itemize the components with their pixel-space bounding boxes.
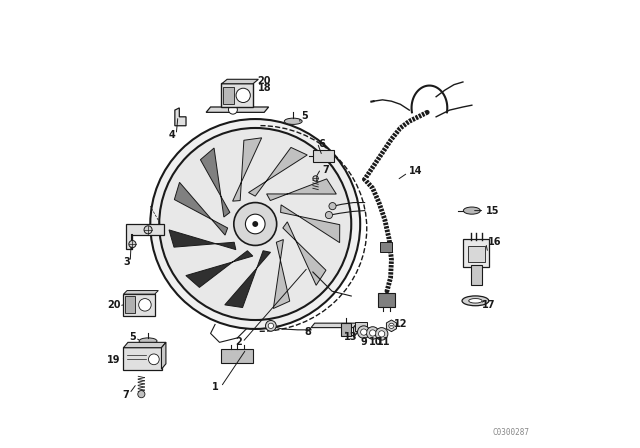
Text: 10: 10 [369,337,382,347]
FancyBboxPatch shape [221,349,253,363]
Circle shape [139,298,151,311]
Text: 5: 5 [129,332,136,341]
Circle shape [129,241,136,248]
Circle shape [361,329,367,335]
Text: C0300287: C0300287 [493,428,530,438]
Circle shape [144,226,152,234]
Polygon shape [311,323,357,327]
Circle shape [228,105,237,114]
FancyBboxPatch shape [355,322,367,331]
FancyBboxPatch shape [123,294,156,316]
Circle shape [148,354,159,365]
Text: 19: 19 [108,355,121,365]
Text: 7: 7 [323,164,330,175]
FancyBboxPatch shape [313,150,334,162]
Text: 7: 7 [123,390,129,400]
FancyBboxPatch shape [221,83,253,108]
FancyBboxPatch shape [123,347,162,370]
Circle shape [376,327,388,340]
Circle shape [389,323,394,328]
Polygon shape [186,251,253,288]
Text: 1: 1 [212,382,219,392]
Circle shape [313,176,318,181]
Circle shape [159,128,351,320]
Text: 18: 18 [257,83,271,93]
Circle shape [358,326,370,338]
Text: 6: 6 [319,138,325,149]
Polygon shape [248,147,307,196]
Text: 13: 13 [344,332,358,341]
Polygon shape [221,79,259,84]
Polygon shape [124,342,166,348]
Circle shape [325,211,333,219]
Polygon shape [273,240,290,309]
Circle shape [378,331,385,337]
Ellipse shape [462,296,489,306]
Ellipse shape [463,207,481,214]
Text: 15: 15 [486,206,500,215]
Text: 9: 9 [360,337,367,347]
FancyBboxPatch shape [463,239,489,267]
Text: 14: 14 [410,166,423,177]
Polygon shape [200,148,230,217]
Ellipse shape [284,118,302,125]
Text: 2: 2 [235,337,242,347]
Polygon shape [161,342,166,369]
FancyBboxPatch shape [380,242,392,252]
FancyBboxPatch shape [378,293,395,307]
Polygon shape [206,107,269,112]
Text: 8: 8 [305,327,311,337]
Circle shape [329,202,336,210]
Ellipse shape [468,298,482,303]
Text: 3: 3 [124,257,131,267]
Polygon shape [267,179,336,201]
FancyBboxPatch shape [125,296,134,313]
Circle shape [367,327,379,339]
Polygon shape [280,205,340,243]
Polygon shape [125,224,164,249]
Text: 4: 4 [169,129,176,140]
Polygon shape [387,320,397,332]
Polygon shape [175,108,186,126]
Circle shape [266,320,276,331]
Text: 20: 20 [108,300,121,310]
Polygon shape [174,182,228,235]
Circle shape [138,391,145,398]
Polygon shape [283,222,326,285]
FancyBboxPatch shape [468,246,484,263]
Text: 20: 20 [257,76,271,86]
Text: 12: 12 [394,319,408,329]
FancyBboxPatch shape [223,87,234,104]
FancyBboxPatch shape [341,323,351,336]
Polygon shape [353,323,357,337]
Text: 17: 17 [482,300,495,310]
Circle shape [236,88,250,103]
FancyBboxPatch shape [470,265,482,285]
Text: 5: 5 [301,111,308,121]
Circle shape [369,330,376,336]
Polygon shape [232,138,262,201]
Circle shape [268,323,273,328]
Circle shape [252,221,258,227]
Text: 11: 11 [377,337,390,347]
Polygon shape [124,291,158,294]
Polygon shape [169,230,236,250]
Circle shape [245,214,265,234]
Polygon shape [225,251,271,307]
Text: 16: 16 [488,237,501,247]
Circle shape [234,202,276,246]
Circle shape [150,119,360,329]
Ellipse shape [139,338,157,344]
